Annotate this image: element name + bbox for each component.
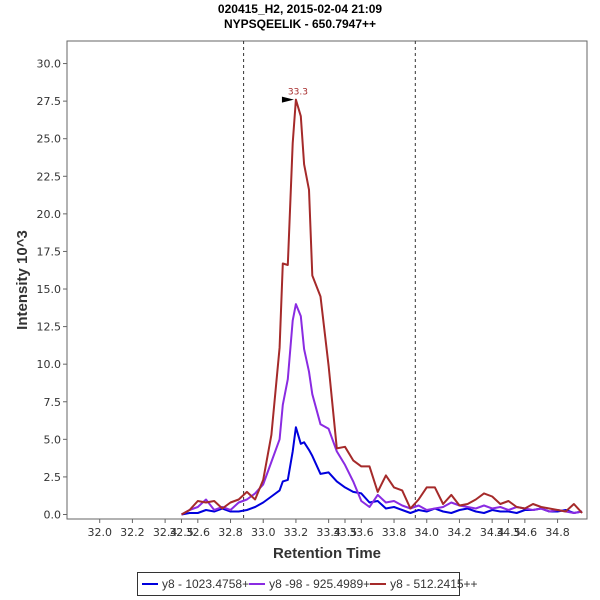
x-tick-label: 34.0 [414,526,439,539]
x-tick-label: 34.6 [513,526,538,539]
x-tick-label: 33.2 [284,526,309,539]
x-tick-label: 32.8 [218,526,243,539]
series-line-1 [181,426,583,516]
y-tick-label: 20.0 [37,208,62,221]
legend-item: y8 -98 - 925.4989+ [249,577,370,591]
legend-swatch [249,583,266,585]
x-tick-label: 34.8 [545,526,570,539]
y-axis-label: Intensity 10^3 [14,230,31,330]
y-tick-label: 27.5 [37,95,62,108]
x-tick-label: 32.2 [120,526,145,539]
peak-label: 33.3 [288,88,308,98]
legend-swatch [142,583,158,585]
x-tick-label: 33.4 [316,526,341,539]
plot-frame [66,40,588,520]
legend-item: y8 - 512.2415++ [370,577,478,591]
legend-item: y8 - 1023.4758+ [142,577,249,591]
x-tick-label: 32.5 [169,526,194,539]
chart-subtitle: NYPSQEELIK - 650.7947++ [223,17,377,31]
series-line-2 [181,303,583,516]
x-tick-label: 34.4 [480,526,505,539]
series-line-3 [181,98,583,516]
y-tick-label: 25.0 [37,133,62,146]
y-tick-label: 17.5 [37,245,62,258]
x-tick-label: 33.0 [251,526,276,539]
x-axis-label: Retention Time [273,545,381,562]
y-tick-label: 12.5 [37,321,62,334]
y-tick-label: 10.0 [37,358,62,371]
chart-title: 020415_H2, 2015-02-04 21:09 [217,2,383,16]
x-tick-label: 33.8 [382,526,407,539]
y-tick-label: 5.0 [44,433,62,446]
y-tick-label: 0.0 [44,508,62,521]
legend-label: y8 -98 - 925.4989+ [269,577,371,591]
x-tick-label: 32.4 [153,526,178,539]
x-tick-label: 32.0 [87,526,112,539]
x-tick-label: 33.5 [333,526,358,539]
chart-legend: y8 - 1023.4758+ y8 -98 - 925.4989+ y8 - … [137,572,478,596]
x-tick-label: 33.6 [349,526,374,539]
x-tick-label: 32.6 [186,526,211,539]
y-tick-label: 7.5 [44,396,62,409]
legend-label: y8 - 1023.4758+ [162,577,250,591]
legend-swatch [370,583,387,585]
x-tick-label: 34.5 [496,526,521,539]
y-tick-label: 22.5 [37,170,62,183]
legend-label: y8 - 512.2415++ [390,577,478,591]
y-tick-label: 15.0 [37,283,62,296]
y-tick-label: 2.5 [44,471,62,484]
y-tick-label: 30.0 [37,58,62,71]
x-tick-label: 34.2 [447,526,472,539]
peak-marker-icon [281,96,294,103]
